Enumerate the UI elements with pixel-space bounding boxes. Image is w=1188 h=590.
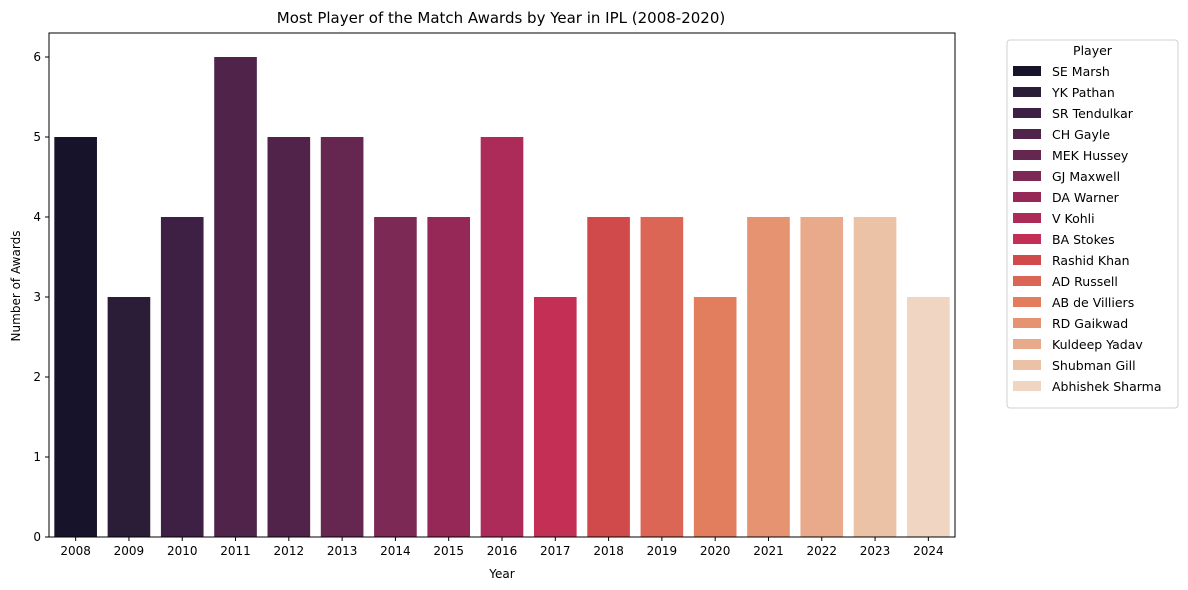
legend-swatch — [1013, 318, 1041, 328]
bar-2009 — [107, 297, 151, 537]
x-tick-label: 2024 — [913, 544, 944, 558]
legend-label: GJ Maxwell — [1052, 169, 1120, 184]
y-axis-label: Number of Awards — [9, 231, 23, 342]
bar-2013 — [320, 137, 364, 537]
x-tick-label: 2011 — [220, 544, 251, 558]
y-tick-label: 1 — [33, 450, 41, 464]
y-tick-label: 3 — [33, 290, 41, 304]
bar-2008 — [54, 137, 97, 537]
bar-2010 — [160, 217, 204, 537]
legend-swatch — [1013, 171, 1041, 181]
x-tick-label: 2009 — [114, 544, 145, 558]
legend-label: Kuldeep Yadav — [1052, 337, 1143, 352]
y-tick-label: 6 — [33, 50, 41, 64]
legend-swatch — [1013, 255, 1041, 265]
x-tick-label: 2008 — [60, 544, 91, 558]
legend-swatch — [1013, 108, 1041, 118]
legend-label: MEK Hussey — [1052, 148, 1129, 163]
legend-swatch — [1013, 276, 1041, 286]
plot-frame — [48, 32, 956, 538]
x-tick-label: 2019 — [647, 544, 678, 558]
legend-swatch — [1013, 213, 1041, 223]
x-tick-label: 2021 — [753, 544, 784, 558]
legend-label: DA Warner — [1052, 190, 1120, 205]
legend-label: CH Gayle — [1052, 127, 1110, 142]
bar-2016 — [480, 137, 524, 537]
x-axis-label: Year — [488, 567, 514, 581]
x-tick-label: 2022 — [806, 544, 837, 558]
legend-swatch — [1013, 150, 1041, 160]
x-tick-label: 2014 — [380, 544, 411, 558]
legend-label: V Kohli — [1052, 211, 1095, 226]
chart-title: Most Player of the Match Awards by Year … — [277, 9, 726, 27]
legend-label: AB de Villiers — [1052, 295, 1134, 310]
legend-swatch — [1013, 297, 1041, 307]
x-tick-label: 2012 — [274, 544, 305, 558]
legend-label: Rashid Khan — [1052, 253, 1130, 268]
bar-2019 — [640, 217, 684, 537]
legend-label: SE Marsh — [1052, 64, 1110, 79]
bar-2023 — [853, 217, 897, 537]
x-tick-label: 2016 — [487, 544, 518, 558]
legend-frame — [1006, 39, 1179, 409]
legend-swatch — [1013, 360, 1041, 370]
x-tick-label: 2020 — [700, 544, 731, 558]
y-tick-label: 4 — [33, 210, 41, 224]
legend-label: BA Stokes — [1052, 232, 1115, 247]
legend-swatch — [1013, 339, 1041, 349]
legend-label: YK Pathan — [1051, 85, 1115, 100]
legend-swatch — [1013, 87, 1041, 97]
x-tick-label: 2015 — [433, 544, 464, 558]
bar-2020 — [693, 297, 737, 537]
legend-entries: SE Marsh YK Pathan SR Tendulkar CH Gayle MEK… — [1013, 64, 1162, 394]
x-tick-label: 2017 — [540, 544, 571, 558]
legend-swatch — [1013, 192, 1041, 202]
legend-swatch — [1013, 381, 1041, 391]
y-tick-label: 5 — [33, 130, 41, 144]
bar-2022 — [800, 217, 844, 537]
bar-2015 — [427, 217, 471, 537]
legend-label: SR Tendulkar — [1052, 106, 1134, 121]
x-tick-label: 2023 — [860, 544, 891, 558]
legend: Player SE Marsh YK Pathan SR Tendulkar CH G… — [1006, 39, 1179, 409]
bar-2017 — [533, 297, 577, 537]
y-tick-label: 0 — [33, 530, 41, 544]
bar-2021 — [747, 217, 790, 537]
bar-2011 — [214, 57, 257, 537]
bar-2018 — [587, 217, 630, 537]
x-axis-ticks: 2008 2009 2010 2011 2012 2013 2014 2015 2016 2017… — [60, 537, 944, 558]
bar-2012 — [267, 137, 311, 537]
legend-label: Shubman Gill — [1052, 358, 1136, 373]
legend-swatch — [1013, 129, 1041, 139]
legend-label: AD Russell — [1052, 274, 1118, 289]
x-tick-label: 2018 — [593, 544, 624, 558]
y-tick-label: 2 — [33, 370, 41, 384]
y-axis-ticks: 0 1 2 3 4 5 6 — [33, 50, 49, 544]
x-tick-label: 2013 — [327, 544, 358, 558]
bar-2024 — [907, 297, 950, 537]
legend-swatch — [1013, 66, 1041, 76]
legend-title: Player — [1073, 43, 1113, 58]
x-tick-label: 2010 — [167, 544, 198, 558]
legend-swatch — [1013, 234, 1041, 244]
legend-label: RD Gaikwad — [1052, 316, 1128, 331]
legend-label: Abhishek Sharma — [1052, 379, 1162, 394]
bar-2014 — [374, 217, 417, 537]
bars-group — [54, 57, 950, 537]
